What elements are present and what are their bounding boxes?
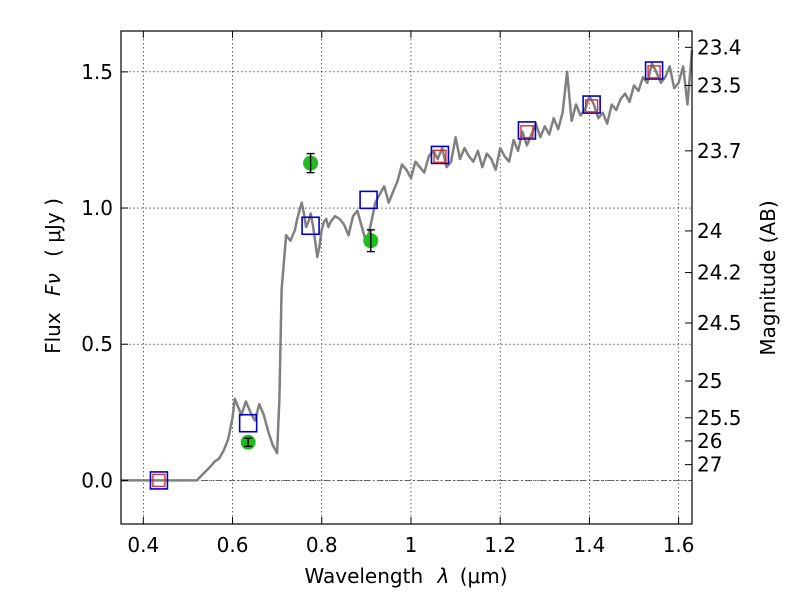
y2-tick-label: 23.7 bbox=[697, 139, 742, 163]
y2-tick-label: 23.4 bbox=[697, 35, 742, 59]
x-axis-label-unit: (μm) bbox=[460, 564, 508, 588]
x-axis-ticks: 0.4 0.6 0.8 1 1.2 1.4 1.6 bbox=[127, 31, 695, 557]
y2-tick-label: 25 bbox=[697, 369, 722, 393]
infrared-flux-marker bbox=[520, 125, 534, 139]
model-spectrum bbox=[121, 49, 694, 482]
y2-tick-label: 26 bbox=[697, 429, 722, 453]
y2-tick-label: 25.5 bbox=[697, 406, 742, 430]
x-axis-label-prefix: Wavelength bbox=[304, 564, 423, 588]
x-axis-label-symbol: λ bbox=[437, 564, 450, 588]
y-axis-label-unit: ( μJy ) bbox=[41, 198, 65, 257]
photometry-points bbox=[149, 61, 664, 490]
infrared-flux-marker bbox=[584, 99, 599, 113]
x-tick-label: 0.8 bbox=[306, 533, 338, 557]
model-flux-marker bbox=[301, 216, 320, 236]
model-flux-marker bbox=[238, 413, 258, 433]
infrared-flux-marker bbox=[433, 149, 447, 163]
y2-axis-label: Magnitude (AB) bbox=[756, 200, 780, 355]
y-tick-label: 0.5 bbox=[81, 332, 113, 356]
infrared-flux-marker bbox=[647, 65, 661, 79]
y-axis-label-prefix: Flux bbox=[41, 312, 65, 354]
y-axis-label: Flux Fν ( μJy ) bbox=[41, 198, 65, 354]
model-flux-marker bbox=[582, 95, 601, 114]
plot-frame bbox=[120, 30, 693, 525]
x-tick-label: 1 bbox=[405, 533, 418, 557]
model-flux-marker bbox=[644, 61, 664, 80]
y2-tick-label: 24.2 bbox=[697, 261, 742, 285]
y2-tick-label: 24 bbox=[697, 219, 722, 243]
y-tick-label: 1.0 bbox=[81, 196, 113, 220]
y-tick-label: 1.5 bbox=[81, 60, 113, 84]
x-axis-label: Wavelength λ (μm) bbox=[304, 564, 507, 588]
infrared-flux-marker bbox=[152, 473, 166, 488]
x-tick-label: 0.6 bbox=[217, 533, 249, 557]
y-tick-label: 0.0 bbox=[81, 468, 113, 492]
y2-tick-label: 27 bbox=[697, 453, 722, 477]
x-tick-label: 1.4 bbox=[573, 533, 605, 557]
model-flux-marker bbox=[359, 190, 378, 210]
x-tick-label: 1.2 bbox=[484, 533, 516, 557]
y-axis-label-symbol: Fν bbox=[41, 273, 65, 296]
model-flux-marker bbox=[430, 145, 450, 165]
y2-tick-label: 24.5 bbox=[697, 311, 742, 335]
y-axis-ticks: 0.0 0.5 1.0 1.5 bbox=[81, 60, 128, 492]
model-flux-marker bbox=[517, 121, 537, 140]
model-line bbox=[121, 49, 694, 482]
y2-tick-label: 23.5 bbox=[697, 73, 742, 97]
x-tick-label: 1.6 bbox=[663, 533, 695, 557]
model-flux-marker bbox=[149, 471, 169, 490]
x-tick-label: 0.4 bbox=[127, 533, 159, 557]
